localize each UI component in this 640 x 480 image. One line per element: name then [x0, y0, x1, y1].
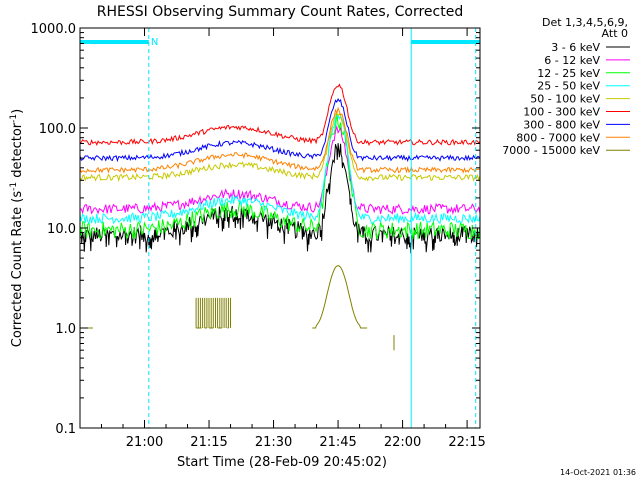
legend-label-8: 800 - 7000 keV	[516, 131, 600, 144]
y-tick-label-3: 10.0	[47, 222, 76, 237]
x-tick-label-3: 21:30	[255, 435, 292, 450]
y-tick-label-5: 1000.0	[31, 22, 77, 37]
y-axis-label-mid: detector	[10, 122, 25, 182]
y-tick-label-2: 1.0	[55, 322, 76, 337]
flag-label-1: N	[151, 37, 158, 48]
footer-timestamp: 14-Oct-2021 01:36	[560, 468, 636, 477]
x-axis-label: Start Time (28-Feb-09 20:45:02)	[177, 455, 387, 470]
y-tick-label-1: 0.1	[55, 422, 76, 437]
legend-label-1: 3 - 6 keV	[551, 41, 600, 54]
y-axis-label-main: Corrected Count Rate (s	[10, 191, 25, 348]
series-line-3	[79, 112, 481, 241]
legend-label-9: 7000 - 15000 keV	[502, 144, 600, 157]
x-tick-label-2: 21:15	[190, 435, 227, 450]
x-tick-label-6: 22:15	[448, 435, 485, 450]
series-line-8	[79, 106, 481, 174]
x-tick-label-1: 21:00	[126, 435, 163, 450]
series-line-2	[79, 124, 481, 216]
legend-label-5: 50 - 100 keV	[530, 93, 600, 106]
ticks-layer: 21:00 21:15 21:30 21:45 22:00 22:15 0.1 1.0 10.0…	[31, 22, 486, 450]
legend-label-4: 25 - 50 keV	[537, 80, 600, 93]
y-axis-label-end: )	[10, 109, 25, 114]
x-tick-label-4: 21:45	[319, 435, 356, 450]
series-line-6	[79, 83, 481, 147]
y-tick-label-4: 100.0	[39, 122, 76, 137]
legend-header-2: Att 0	[602, 27, 628, 40]
chart-title: RHESSI Observing Summary Count Rates, Co…	[97, 4, 463, 20]
y-axis-label-sup1: -1	[9, 182, 19, 191]
series-line-7	[79, 98, 481, 163]
legend-label-7: 300 - 800 keV	[523, 118, 600, 131]
series-line-5	[79, 112, 481, 183]
y-axis-label-sup2: -1	[9, 114, 19, 123]
legend-label-3: 12 - 25 keV	[537, 67, 600, 80]
legend-label-6: 100 - 300 keV	[523, 106, 600, 119]
series-line-4	[79, 114, 481, 225]
legend-label-2: 6 - 12 keV	[544, 54, 600, 67]
x-tick-label-5: 22:00	[384, 435, 421, 450]
y-axis-label: Corrected Count Rate (s-1 detector-1)	[9, 109, 25, 347]
legend-header-1: Det 1,3,4,5,6,9,	[542, 16, 628, 29]
